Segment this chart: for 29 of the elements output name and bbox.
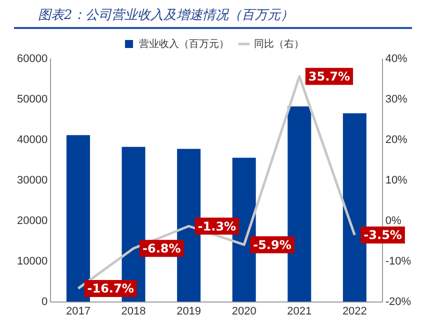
data-label: -3.5%	[364, 228, 402, 242]
y2-tick-label: 20%	[385, 134, 408, 146]
data-label: -16.7%	[87, 282, 134, 296]
legend-label: 同比（右）	[254, 38, 304, 50]
y-tick-label: 50000	[16, 94, 48, 106]
y-tick-label: 0	[41, 296, 48, 308]
x-tick-label: 2022	[342, 305, 367, 318]
x-tick-label: 2019	[176, 305, 202, 318]
y-tick-label: 10000	[16, 255, 48, 268]
y2-tick-label: 30%	[385, 94, 408, 106]
chart-title: 图表2：公司营业收入及增速情况（百万元）	[14, 0, 412, 29]
x-tick-label: 2018	[121, 305, 146, 318]
y2-tick-label: 10%	[385, 174, 408, 186]
x-tick-label: 2020	[232, 305, 256, 318]
y-tick-label: 60000	[16, 53, 48, 66]
data-label: 35.7%	[308, 70, 350, 84]
data-label: -1.3%	[198, 219, 236, 234]
y2-tick-label: 0%	[385, 214, 402, 227]
y2-tick-label: -20%	[385, 296, 412, 308]
y-tick-label: 30000	[16, 174, 48, 186]
data-label: -6.8%	[142, 242, 181, 256]
x-tick-label: 2021	[287, 305, 312, 318]
x-tick-label: 2017	[66, 305, 90, 318]
legend-label: 营业收入（百万元）	[139, 38, 229, 50]
y2-tick-label: -10%	[385, 255, 412, 268]
y2-tick-label: 40%	[385, 53, 408, 66]
y-tick-label: 40000	[16, 134, 48, 146]
data-label: -5.9%	[253, 238, 292, 252]
y-tick-label: 20000	[16, 214, 48, 227]
